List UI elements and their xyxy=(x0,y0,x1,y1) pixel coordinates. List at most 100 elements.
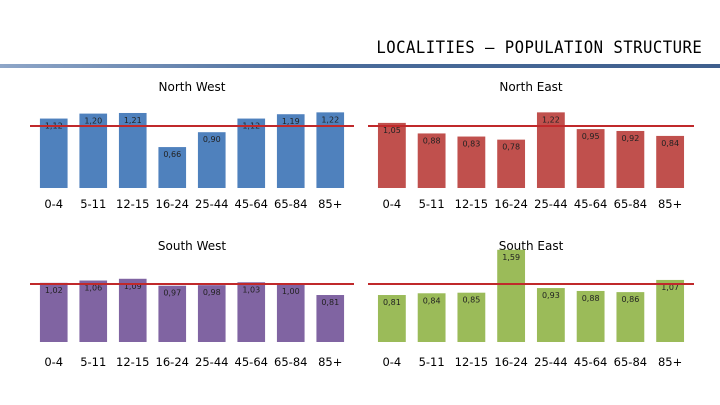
chart-panel-south-east: South East 0,81 0-4 0,84 5-11 0,85 12-15 1,59 16… xyxy=(368,239,694,369)
page-title: LOCALITIES – POPULATION STRUCTURE xyxy=(376,38,702,58)
bar xyxy=(79,280,108,342)
data-label: 0,93 xyxy=(542,291,560,300)
bar xyxy=(377,295,406,342)
x-tick-label: 16-24 xyxy=(156,355,189,369)
x-tick-label: 25-44 xyxy=(534,355,567,369)
data-label: 1,21 xyxy=(124,116,142,125)
x-tick-label: 16-24 xyxy=(494,197,527,211)
bar xyxy=(616,130,645,188)
data-label: 1,06 xyxy=(84,284,102,293)
chart-title: South East xyxy=(499,239,564,253)
data-label: 0,95 xyxy=(582,132,600,141)
data-label: 0,84 xyxy=(423,296,441,305)
bar xyxy=(457,292,486,342)
data-label: 0,90 xyxy=(203,135,221,144)
data-label: 1,02 xyxy=(45,286,63,295)
bar xyxy=(536,112,565,188)
data-label: 0,88 xyxy=(423,136,441,145)
x-tick-label: 65-84 xyxy=(614,197,647,211)
data-label: 1,22 xyxy=(542,115,560,124)
bar xyxy=(158,147,187,188)
bar xyxy=(497,139,526,188)
bar xyxy=(158,285,187,342)
x-tick-label: 5-11 xyxy=(80,355,106,369)
x-tick-label: 65-84 xyxy=(274,355,307,369)
bar xyxy=(616,292,645,342)
data-label: 0,81 xyxy=(383,298,401,307)
data-label: 0,66 xyxy=(163,150,181,159)
bar xyxy=(237,118,266,188)
x-tick-label: 0-4 xyxy=(382,197,401,211)
title-rule xyxy=(0,64,720,68)
x-tick-label: 85+ xyxy=(658,355,682,369)
chart-panel-south-west: South West 1,02 0-4 1,06 5-11 1,09 12-15 0,97 16… xyxy=(30,239,354,369)
x-tick-label: 85+ xyxy=(318,197,342,211)
data-label: 1,59 xyxy=(502,253,520,262)
bar xyxy=(417,293,446,342)
x-tick-label: 12-15 xyxy=(455,197,488,211)
data-label: 1,00 xyxy=(282,287,300,296)
x-tick-label: 12-15 xyxy=(116,355,149,369)
x-tick-label: 25-44 xyxy=(534,197,567,211)
bar xyxy=(118,278,147,342)
x-tick-label: 16-24 xyxy=(494,355,527,369)
x-tick-label: 45-64 xyxy=(574,355,607,369)
data-label: 0,97 xyxy=(163,289,181,298)
data-label: 1,09 xyxy=(124,282,142,291)
x-tick-label: 45-64 xyxy=(574,197,607,211)
data-label: 0,84 xyxy=(661,139,679,148)
bar xyxy=(576,290,605,342)
data-label: 1,03 xyxy=(242,285,260,294)
x-tick-label: 5-11 xyxy=(419,197,445,211)
x-tick-label: 12-15 xyxy=(455,355,488,369)
data-label: 0,78 xyxy=(502,143,520,152)
bar xyxy=(316,295,345,342)
bar xyxy=(39,282,68,342)
data-label: 0,83 xyxy=(462,140,480,149)
data-label: 0,85 xyxy=(462,296,480,305)
x-tick-label: 85+ xyxy=(658,197,682,211)
x-tick-label: 5-11 xyxy=(80,197,106,211)
data-label: 1,19 xyxy=(282,117,300,126)
data-label: 0,88 xyxy=(582,294,600,303)
bar xyxy=(576,129,605,188)
bar xyxy=(656,279,685,342)
data-label: 0,92 xyxy=(621,134,639,143)
x-tick-label: 0-4 xyxy=(382,355,401,369)
x-tick-label: 85+ xyxy=(318,355,342,369)
x-tick-label: 65-84 xyxy=(614,355,647,369)
bar xyxy=(457,136,486,188)
x-tick-label: 65-84 xyxy=(274,197,307,211)
bar xyxy=(237,282,266,342)
x-tick-label: 45-64 xyxy=(235,355,268,369)
chart-panel-north-west: North West1,120-41,205-111,2112-150,6616… xyxy=(30,80,354,211)
x-tick-label: 5-11 xyxy=(419,355,445,369)
x-tick-label: 25-44 xyxy=(195,355,228,369)
chart-panel-north-east: North East 1,05 0-4 0,88 5-11 0,83 12-15 0,78 16… xyxy=(368,80,694,211)
x-tick-label: 25-44 xyxy=(195,197,228,211)
bar xyxy=(197,132,226,188)
data-label: 1,05 xyxy=(383,126,401,135)
bar xyxy=(316,112,345,188)
bar xyxy=(197,285,226,342)
bar xyxy=(497,249,526,342)
data-label: 1,20 xyxy=(84,117,102,126)
data-label: 0,98 xyxy=(203,288,221,297)
chart-title: North West xyxy=(159,80,226,94)
bar xyxy=(276,284,305,342)
data-label: 0,81 xyxy=(321,298,339,307)
bar xyxy=(656,135,685,188)
x-tick-label: 45-64 xyxy=(235,197,268,211)
chart-title: North East xyxy=(499,80,563,94)
x-tick-label: 0-4 xyxy=(44,197,63,211)
data-label: 1,22 xyxy=(321,115,339,124)
data-label: 1,07 xyxy=(661,283,679,292)
x-tick-label: 0-4 xyxy=(44,355,63,369)
chart-title: South West xyxy=(158,239,226,253)
bar xyxy=(377,122,406,188)
bar xyxy=(536,288,565,342)
x-tick-label: 16-24 xyxy=(156,197,189,211)
data-label: 0,86 xyxy=(621,295,639,304)
x-tick-label: 12-15 xyxy=(116,197,149,211)
